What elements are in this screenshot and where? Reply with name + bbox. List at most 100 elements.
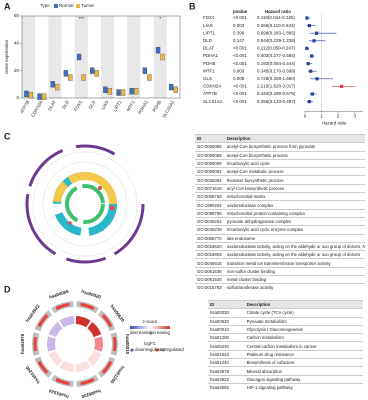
cell: GO:0046915: [195, 258, 225, 268]
cell: hsa04922: [208, 374, 245, 384]
cell: Pyruvate metabolism: [244, 316, 363, 326]
y-axis-title: Gene expression: [4, 39, 9, 74]
table-row: hsa01200 Carbon metabolism: [208, 333, 363, 342]
table-row: hsa05230 Central carbon metabolism in can…: [208, 341, 363, 351]
x-tick-label: LIAS: [100, 100, 109, 111]
cell: hsa00620: [208, 316, 245, 326]
cell: Carbon metabolism: [244, 333, 363, 342]
box: [103, 86, 108, 93]
table-row: GO:0006085 acetyl-CoA biosynthetic proces…: [195, 150, 365, 160]
hr-point: [305, 46, 309, 50]
gene: LIAS: [203, 23, 213, 28]
cell: Glucagon signaling pathway: [244, 374, 363, 384]
z-seg: [87, 322, 102, 338]
z-seg: [75, 360, 91, 372]
x-tick-label: 3: [353, 113, 356, 118]
table-row: GO:0006086 acetyl-CoA biosynthetic proces…: [195, 142, 365, 152]
table-row: GO:0005759 mitochondrial matrix: [195, 192, 365, 201]
y-tick-label: 0: [16, 95, 19, 100]
significance: ***: [79, 16, 85, 21]
cell: Description: [224, 133, 365, 143]
x-tick-label: CDKN2A: [30, 100, 43, 118]
table-row: hsa00010 Glycolysis / Gluconeogenesis: [208, 324, 363, 334]
cell: GO:0016783: [195, 283, 225, 292]
gene: DLD: [203, 38, 213, 43]
gene: ATP7B: [203, 91, 217, 96]
table-row: GO:0006099 tricarboxylic acid cycle: [195, 158, 365, 168]
box: [63, 70, 69, 77]
cell: GO:1990204: [195, 200, 225, 210]
band: [101, 16, 115, 98]
legend-label: Normal: [59, 3, 74, 8]
pathway-label: hsa00020: [81, 289, 102, 300]
hr-point: [306, 62, 310, 66]
legend-swatch: [54, 4, 58, 8]
cell: GO:0006084: [195, 167, 225, 176]
cell: hsa01524: [208, 349, 245, 359]
z-gradient: [130, 326, 170, 329]
x-tick-label: GLS: [87, 100, 96, 110]
band: [127, 16, 141, 98]
table-row: hsa04922 Glucagon signaling pathway: [208, 374, 363, 384]
cell: mitochondrial protein-containing complex: [224, 208, 365, 218]
cell: Central carbon metabolism in cancer: [244, 341, 363, 351]
cell: iron-sulfur cluster binding: [224, 266, 365, 276]
pvalue: 0.003: [233, 68, 245, 73]
cell: metal cluster binding: [224, 275, 365, 284]
pvalue: <0.001: [233, 15, 247, 20]
hr-label: 0.193(0.084-0.444): [257, 61, 296, 66]
cell: Glycolysis / Gluconeogenesis: [244, 324, 363, 334]
table-row: GO:0035384 thioester biosynthetic process: [195, 175, 365, 185]
x-tick-label: 1: [320, 113, 323, 118]
cell: GO:0051540: [195, 275, 225, 284]
table-row: GO:0098798 mitochondrial protein-containi…: [195, 208, 365, 218]
x-tick-label: DLD: [61, 99, 70, 110]
table: ID Description GO:0006086 acetyl-CoA biosyn…: [195, 133, 365, 292]
cell: GO:0098798: [195, 208, 225, 218]
table-row: GO:0006084 acetyl-CoA metabolic process: [195, 167, 365, 176]
cell: oxidoreductase complex: [224, 200, 365, 210]
legend-title: z-score: [143, 319, 158, 324]
table-row: GO:0046915 transition metal ion transmemb…: [195, 258, 365, 268]
legend-low: decreasing: [130, 330, 153, 335]
table-row: GO:0051540 metal cluster binding: [195, 275, 365, 284]
box: [169, 83, 174, 91]
table-row: GO:0016783 sulfurtransferase activity: [195, 283, 365, 292]
cell: hsa04066: [208, 382, 245, 392]
cell: acyl-CoA biosynthetic process: [224, 183, 365, 193]
pvalue: <0.001: [233, 91, 247, 96]
dot: [68, 221, 72, 225]
cell: hsa04978: [208, 366, 245, 376]
cell: Citrate cycle (TCA cycle): [244, 308, 363, 318]
pvalue: <0.001: [233, 99, 247, 104]
gene: PDHB: [203, 61, 216, 66]
box: [41, 93, 47, 100]
gene-seg: [55, 302, 70, 311]
table-row: hsa04978 Mineral absorption: [208, 366, 363, 376]
cell: acetyl-CoA biosynthetic process from pyr…: [224, 142, 365, 152]
pathway-label: hsa00010: [125, 334, 130, 355]
panel-label: D: [4, 284, 11, 294]
table-row: ID Description: [208, 299, 363, 309]
hr-point: [310, 92, 314, 96]
box: [129, 88, 134, 95]
hr-label: 0.402(0.277-0.584): [257, 53, 296, 58]
pvalue: <0.001: [233, 84, 247, 89]
header: pvalue: [233, 9, 248, 14]
hr-label: 0.112(0.050-0.247): [257, 46, 295, 51]
cell: acetyl-CoA biosynthetic process: [224, 150, 365, 160]
gene-seg: [55, 377, 70, 386]
cell: tricarboxylic acid cycle: [224, 158, 365, 168]
dot: [98, 186, 102, 190]
gene: FDX1: [203, 15, 215, 20]
table-row: GO:0016903 oxidoreductase activity, actin…: [195, 250, 365, 259]
z-seg: [48, 350, 63, 366]
plot-frame: [21, 15, 181, 99]
box: [24, 90, 29, 98]
hr-point: [315, 77, 319, 81]
gene-seg: [33, 336, 38, 352]
cell: mitochondrial matrix: [224, 192, 365, 201]
box: [37, 93, 42, 100]
cell: GO:0035384: [195, 175, 225, 185]
gene: CDKN2A: [203, 84, 221, 89]
